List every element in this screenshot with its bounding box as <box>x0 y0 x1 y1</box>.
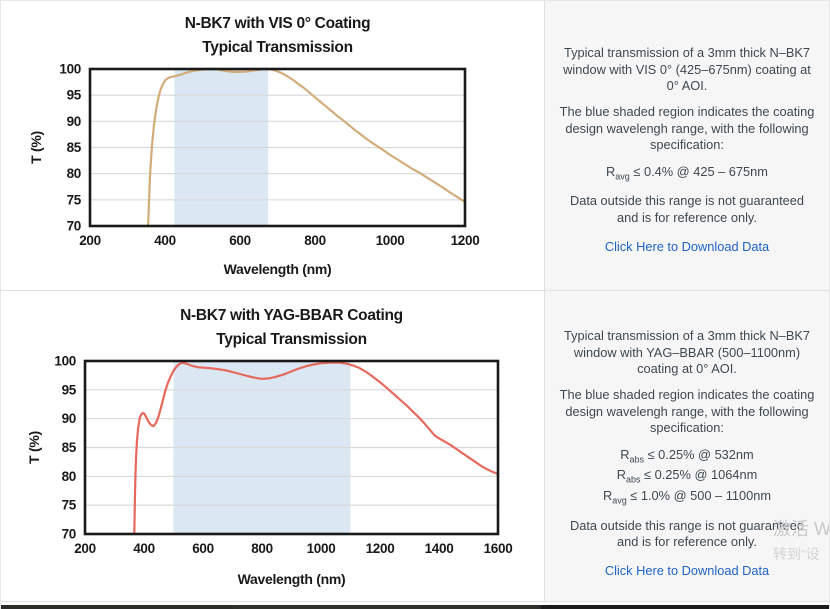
svg-text:Wavelength (nm): Wavelength (nm) <box>238 571 346 587</box>
svg-text:1200: 1200 <box>451 233 480 248</box>
svg-text:1600: 1600 <box>484 541 513 556</box>
yag-disclaimer-text: Data outside this range is not guarantee… <box>569 517 805 550</box>
info-panel-yag: Typical transmission of a 3mm thick N–BK… <box>545 291 829 601</box>
svg-text:1000: 1000 <box>307 541 336 556</box>
vis-download-data-link[interactable]: Click Here to Download Data <box>604 238 770 254</box>
yag-description-text: Typical transmission of a 3mm thick N–BK… <box>563 328 811 377</box>
yag-spec-block: Rabs ≤ 0.25% @ 532nm Rabs ≤ 0.25% @ 1064… <box>558 446 816 508</box>
vis-description-text: Typical transmission of a 3mm thick N–BK… <box>563 45 811 94</box>
svg-text:800: 800 <box>304 233 326 248</box>
yag-download-data-link[interactable]: Click Here to Download Data <box>604 562 770 578</box>
svg-text:N-BK7 with YAG-BBAR Coating: N-BK7 with YAG-BBAR Coating <box>180 307 403 324</box>
info-panel-vis: Typical transmission of a 3mm thick N–BK… <box>545 1 829 290</box>
svg-text:1000: 1000 <box>376 233 405 248</box>
svg-text:100: 100 <box>59 62 81 77</box>
svg-text:400: 400 <box>133 541 155 556</box>
yag-spec-rabs-1064: Rabs ≤ 0.25% @ 1064nm <box>616 467 758 485</box>
svg-text:80: 80 <box>67 166 81 181</box>
svg-text:95: 95 <box>62 382 77 397</box>
row-yag-coating: N-BK7 with YAG-BBAR Coating Typical Trans… <box>1 291 829 601</box>
svg-text:1200: 1200 <box>366 541 395 556</box>
svg-text:Wavelength (nm): Wavelength (nm) <box>224 261 332 277</box>
chart-cell-yag: N-BK7 with YAG-BBAR Coating Typical Trans… <box>1 291 545 601</box>
bottom-strip-segment <box>233 605 541 609</box>
row-vis-coating: N-BK7 with VIS 0° Coating Typical Transmi… <box>1 1 829 291</box>
svg-text:600: 600 <box>192 541 214 556</box>
bottom-strip-segment <box>1 605 233 609</box>
svg-text:85: 85 <box>62 440 77 455</box>
svg-text:70: 70 <box>62 527 76 542</box>
vis-spec-ravg: Ravg ≤ 0.4% @ 425 – 675nm <box>606 163 768 182</box>
svg-text:800: 800 <box>251 541 273 556</box>
svg-text:Typical Transmission: Typical Transmission <box>216 331 367 348</box>
yag-shaded-region-text: The blue shaded region indicates the coa… <box>559 386 815 436</box>
svg-text:100: 100 <box>54 354 76 369</box>
yag-spec-rabs-532: Rabs ≤ 0.25% @ 532nm <box>620 446 754 465</box>
vis-disclaimer-text: Data outside this range is not guarantee… <box>569 193 805 225</box>
svg-text:T (%): T (%) <box>28 131 44 164</box>
vis-transmission-chart: N-BK7 with VIS 0° Coating Typical Transmi… <box>28 15 480 277</box>
vis-shaded-region-text: The blue shaded region indicates the coa… <box>559 103 815 153</box>
svg-text:T (%): T (%) <box>26 431 42 464</box>
svg-text:Typical Transmission: Typical Transmission <box>202 39 353 56</box>
svg-text:75: 75 <box>67 192 82 207</box>
yag-spec-ravg: Ravg ≤ 1.0% @ 500 – 1100nm <box>602 487 772 506</box>
vis-spec-block: Ravg ≤ 0.4% @ 425 – 675nm <box>558 163 816 184</box>
bottom-strip-segment <box>541 605 829 609</box>
svg-text:90: 90 <box>67 114 81 129</box>
bottom-table-edge <box>1 601 829 609</box>
svg-text:90: 90 <box>62 411 76 426</box>
svg-text:70: 70 <box>67 219 81 234</box>
svg-text:1400: 1400 <box>425 541 454 556</box>
svg-text:600: 600 <box>229 233 251 248</box>
svg-text:95: 95 <box>67 88 82 103</box>
chart-cell-vis: N-BK7 with VIS 0° Coating Typical Transmi… <box>1 1 545 290</box>
yag-transmission-chart: N-BK7 with YAG-BBAR Coating Typical Trans… <box>26 307 513 587</box>
svg-text:400: 400 <box>154 233 176 248</box>
svg-text:200: 200 <box>79 233 101 248</box>
svg-text:80: 80 <box>62 469 76 484</box>
svg-text:N-BK7 with VIS 0° Coating: N-BK7 with VIS 0° Coating <box>185 15 371 32</box>
svg-text:200: 200 <box>74 541 96 556</box>
svg-text:75: 75 <box>62 498 77 513</box>
svg-text:85: 85 <box>67 140 82 155</box>
